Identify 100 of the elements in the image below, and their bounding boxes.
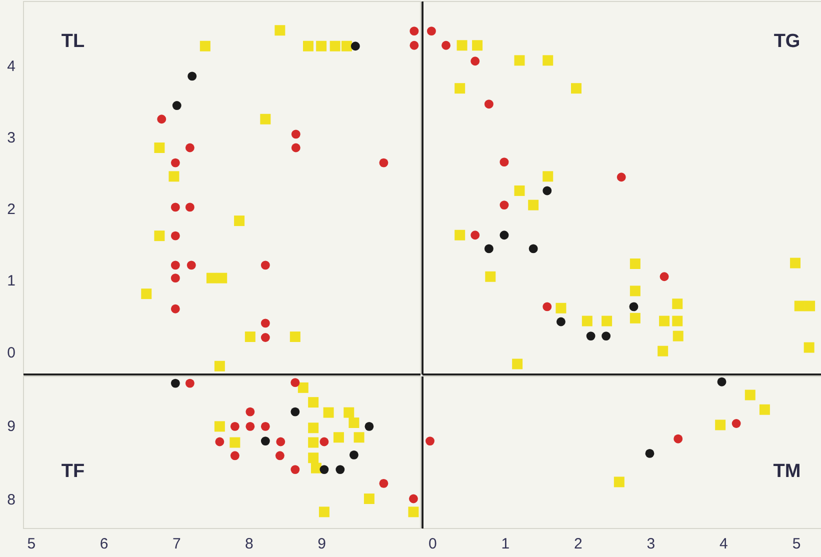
point bbox=[500, 230, 509, 240]
point bbox=[602, 332, 611, 341]
point bbox=[290, 378, 300, 388]
point bbox=[234, 216, 245, 226]
point bbox=[410, 40, 419, 50]
x-tick-label: 6 bbox=[100, 536, 108, 552]
point bbox=[759, 404, 770, 415]
point bbox=[291, 130, 300, 139]
point bbox=[188, 72, 197, 81]
point bbox=[410, 26, 419, 36]
point bbox=[629, 302, 638, 312]
point bbox=[170, 260, 180, 270]
point bbox=[672, 316, 683, 326]
point bbox=[275, 451, 284, 460]
point bbox=[290, 407, 300, 416]
point bbox=[260, 333, 270, 342]
point bbox=[582, 316, 592, 326]
point bbox=[141, 288, 152, 300]
point bbox=[348, 418, 360, 428]
point bbox=[298, 382, 308, 393]
x-tick-label: 8 bbox=[245, 536, 254, 552]
y-tick-label: 2 bbox=[7, 201, 16, 218]
point bbox=[426, 436, 434, 446]
point bbox=[379, 158, 388, 168]
point bbox=[274, 25, 286, 36]
point bbox=[542, 186, 552, 196]
annotation: TL bbox=[61, 31, 85, 52]
point bbox=[260, 114, 271, 124]
point bbox=[244, 332, 256, 342]
point bbox=[260, 318, 270, 328]
point bbox=[336, 465, 345, 474]
point bbox=[484, 100, 494, 109]
point bbox=[349, 450, 358, 460]
point bbox=[426, 26, 436, 36]
point bbox=[206, 272, 217, 284]
point bbox=[672, 330, 684, 342]
point bbox=[168, 171, 180, 182]
point bbox=[310, 462, 322, 474]
point bbox=[344, 407, 354, 418]
point bbox=[170, 202, 180, 212]
point bbox=[302, 40, 314, 52]
point bbox=[528, 244, 538, 254]
y-tick-label: 8 bbox=[7, 491, 16, 508]
x-tick-label: 3 bbox=[646, 536, 656, 552]
point bbox=[556, 302, 566, 314]
point bbox=[408, 506, 419, 518]
point bbox=[512, 358, 523, 370]
point bbox=[645, 449, 654, 458]
point bbox=[630, 286, 640, 296]
point bbox=[230, 437, 240, 448]
point bbox=[674, 434, 683, 444]
point bbox=[672, 298, 683, 310]
point bbox=[542, 55, 554, 66]
point bbox=[308, 422, 319, 434]
x-tick-label: 5 bbox=[792, 536, 801, 552]
point bbox=[602, 316, 612, 326]
point bbox=[500, 158, 509, 167]
x-tick-label: 1 bbox=[501, 536, 510, 552]
point bbox=[170, 304, 180, 314]
point bbox=[330, 40, 340, 52]
point bbox=[260, 436, 270, 446]
point bbox=[630, 258, 640, 269]
point bbox=[614, 476, 624, 488]
point bbox=[308, 397, 319, 408]
x-tick-label: 2 bbox=[574, 536, 582, 552]
point bbox=[715, 420, 726, 430]
x-tick-label: 9 bbox=[318, 536, 326, 552]
point bbox=[290, 465, 300, 474]
point bbox=[200, 40, 210, 52]
point bbox=[185, 143, 194, 152]
point bbox=[484, 244, 494, 254]
point bbox=[186, 260, 196, 270]
point bbox=[170, 378, 180, 388]
point bbox=[454, 230, 466, 240]
point bbox=[318, 506, 330, 518]
x-tick-label: 4 bbox=[720, 536, 728, 552]
point bbox=[571, 83, 582, 94]
point bbox=[364, 422, 374, 431]
point bbox=[556, 317, 566, 326]
point bbox=[157, 114, 166, 124]
annotation: TF bbox=[61, 461, 85, 482]
point bbox=[276, 437, 286, 446]
point bbox=[185, 202, 194, 212]
point bbox=[804, 342, 814, 353]
point bbox=[341, 40, 352, 52]
point bbox=[291, 143, 300, 152]
annotation: TG bbox=[774, 31, 800, 52]
point bbox=[542, 171, 554, 182]
point bbox=[744, 390, 756, 400]
point bbox=[172, 101, 182, 110]
point bbox=[308, 452, 319, 464]
point bbox=[794, 300, 805, 312]
point bbox=[214, 360, 225, 372]
point bbox=[659, 316, 670, 326]
point bbox=[215, 437, 224, 446]
point bbox=[170, 158, 180, 168]
point bbox=[354, 432, 364, 443]
point bbox=[308, 437, 319, 448]
x-tick-label: 5 bbox=[27, 536, 36, 552]
point bbox=[630, 312, 640, 324]
